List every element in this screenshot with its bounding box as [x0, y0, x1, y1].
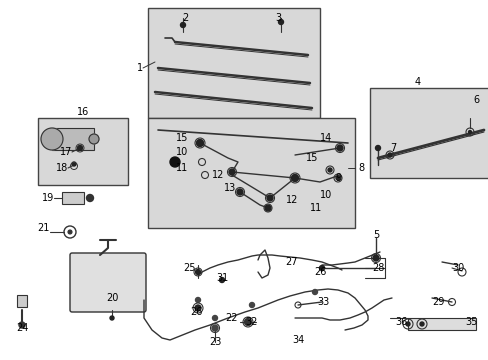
Text: 30: 30	[451, 263, 463, 273]
Text: 33: 33	[317, 297, 329, 307]
Text: 2: 2	[182, 13, 188, 23]
Circle shape	[86, 194, 93, 202]
Text: 8: 8	[357, 163, 364, 173]
Text: 22: 22	[225, 313, 238, 323]
Circle shape	[212, 315, 217, 320]
Circle shape	[266, 195, 272, 201]
Text: 26: 26	[189, 307, 202, 317]
Text: 5: 5	[372, 230, 378, 240]
Text: 34: 34	[291, 335, 304, 345]
Text: 32: 32	[245, 317, 258, 327]
Circle shape	[110, 316, 114, 320]
Circle shape	[419, 322, 423, 326]
Text: 14: 14	[319, 133, 331, 143]
Text: 1: 1	[137, 63, 142, 73]
Text: 35: 35	[465, 317, 477, 327]
Circle shape	[212, 325, 218, 331]
Text: 11: 11	[309, 203, 321, 213]
Circle shape	[336, 145, 342, 151]
Bar	[52, 128, 94, 150]
Bar	[148, 118, 354, 228]
Circle shape	[291, 175, 298, 181]
Text: 12: 12	[285, 195, 298, 205]
Text: 36: 36	[395, 317, 407, 327]
Circle shape	[41, 128, 63, 150]
Circle shape	[68, 230, 72, 234]
Text: 27: 27	[285, 257, 298, 267]
Circle shape	[387, 153, 391, 157]
Circle shape	[278, 19, 283, 24]
Circle shape	[335, 176, 339, 180]
Bar	[62, 192, 84, 204]
Circle shape	[180, 22, 185, 27]
Text: 25: 25	[183, 263, 196, 273]
Circle shape	[77, 145, 82, 150]
Bar	[407, 318, 475, 330]
Text: 24: 24	[16, 323, 28, 333]
Text: 12: 12	[211, 170, 224, 180]
Circle shape	[468, 130, 470, 134]
Circle shape	[327, 168, 331, 172]
Circle shape	[195, 297, 200, 302]
Circle shape	[219, 278, 224, 283]
Text: 29: 29	[431, 297, 443, 307]
Circle shape	[19, 322, 25, 328]
Circle shape	[375, 145, 380, 150]
Circle shape	[195, 270, 200, 274]
Circle shape	[196, 139, 203, 147]
Bar	[17, 295, 27, 307]
Text: 20: 20	[105, 293, 118, 303]
Text: 13: 13	[224, 183, 236, 193]
Text: 9: 9	[335, 173, 341, 183]
Text: 11: 11	[175, 163, 187, 173]
Text: 26: 26	[313, 267, 325, 277]
Circle shape	[170, 157, 180, 167]
Text: 21: 21	[38, 223, 50, 233]
Text: 6: 6	[472, 95, 478, 105]
Text: 15: 15	[175, 133, 187, 143]
Circle shape	[372, 255, 378, 261]
Text: 17: 17	[60, 147, 72, 157]
Text: 3: 3	[274, 13, 281, 23]
Circle shape	[249, 302, 254, 307]
Text: 19: 19	[41, 193, 54, 203]
Bar	[38, 118, 128, 185]
Text: 10: 10	[175, 147, 187, 157]
Circle shape	[228, 169, 235, 175]
Bar	[369, 88, 488, 178]
Text: 28: 28	[371, 263, 384, 273]
Text: 15: 15	[305, 153, 317, 163]
Text: 7: 7	[389, 143, 395, 153]
Circle shape	[244, 319, 251, 325]
Circle shape	[264, 205, 270, 211]
Circle shape	[89, 134, 99, 144]
Text: 10: 10	[319, 190, 331, 200]
Circle shape	[72, 162, 76, 166]
Text: 16: 16	[77, 107, 89, 117]
Text: 23: 23	[208, 337, 221, 347]
Text: 4: 4	[414, 77, 420, 87]
Circle shape	[195, 305, 201, 311]
Text: 18: 18	[56, 163, 68, 173]
Bar	[148, 8, 319, 118]
Circle shape	[312, 289, 317, 294]
Circle shape	[319, 266, 324, 270]
Text: 31: 31	[215, 273, 228, 283]
Circle shape	[405, 322, 409, 326]
Circle shape	[237, 189, 243, 195]
FancyBboxPatch shape	[70, 253, 146, 312]
